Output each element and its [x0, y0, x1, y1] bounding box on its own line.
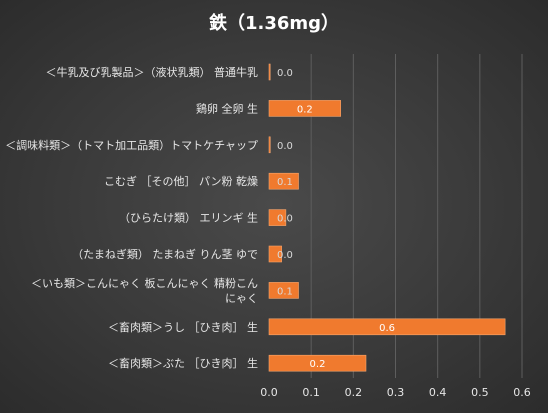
data-label: 0.0 — [277, 214, 293, 225]
data-label: 0.1 — [277, 177, 293, 188]
bar — [268, 318, 506, 336]
data-label: 0.0 — [277, 68, 293, 79]
x-tick-label: 0.0 — [260, 386, 278, 399]
x-axis-tick-labels: 0.0 0.1 0.2 0.3 0.4 0.5 0.6 — [260, 386, 531, 399]
bars — [268, 63, 506, 372]
data-label: 0.1 — [277, 286, 293, 297]
category-label: ＜調味料類＞（トマト加工品類）トマトケチャップ — [5, 138, 258, 152]
bar — [268, 172, 299, 190]
category-label: （ひらたけ類） エリンギ 生 — [119, 211, 258, 225]
bar — [268, 136, 271, 154]
bar — [268, 354, 367, 372]
category-label: （たまねぎ類） たまねぎ りん茎 ゆで — [72, 247, 258, 261]
category-label: 鶏卵 全卵 生 — [196, 101, 258, 115]
bar — [268, 282, 299, 299]
bar — [268, 245, 282, 263]
data-label: 0.0 — [277, 250, 293, 261]
category-label: ＜いも類＞こんにゃく 板こんにゃく 精粉こんにゃく — [31, 276, 258, 305]
category-label: ＜牛乳及び乳製品＞（液状乳類） 普通牛乳 — [46, 65, 259, 79]
category-label: ＜畜肉類＞ぶた ［ひき肉］ 生 — [108, 356, 258, 370]
data-label: 0.2 — [310, 359, 326, 370]
category-label: ＜畜肉類＞うし ［ひき肉］ 生 — [108, 320, 258, 334]
x-tick-label: 0.4 — [429, 386, 447, 399]
x-tick-label: 0.1 — [302, 386, 320, 399]
x-tick-label: 0.3 — [387, 386, 405, 399]
data-label: 0.2 — [297, 104, 313, 115]
data-label: 0.6 — [379, 323, 395, 334]
bar — [268, 209, 287, 226]
chart-title: 鉄（1.36mg） — [209, 12, 339, 34]
data-label: 0.0 — [277, 141, 293, 152]
data-labels: 0.0 0.2 0.0 0.1 0.0 0.0 0.1 0.6 0.2 — [277, 68, 395, 370]
bar — [268, 63, 271, 81]
x-tick-label: 0.2 — [345, 386, 363, 399]
category-label: こむぎ ［その他］ パン粉 乾燥 — [104, 174, 258, 188]
x-tick-label: 0.6 — [513, 386, 531, 399]
bar — [268, 100, 341, 117]
x-tick-label: 0.5 — [471, 386, 489, 399]
